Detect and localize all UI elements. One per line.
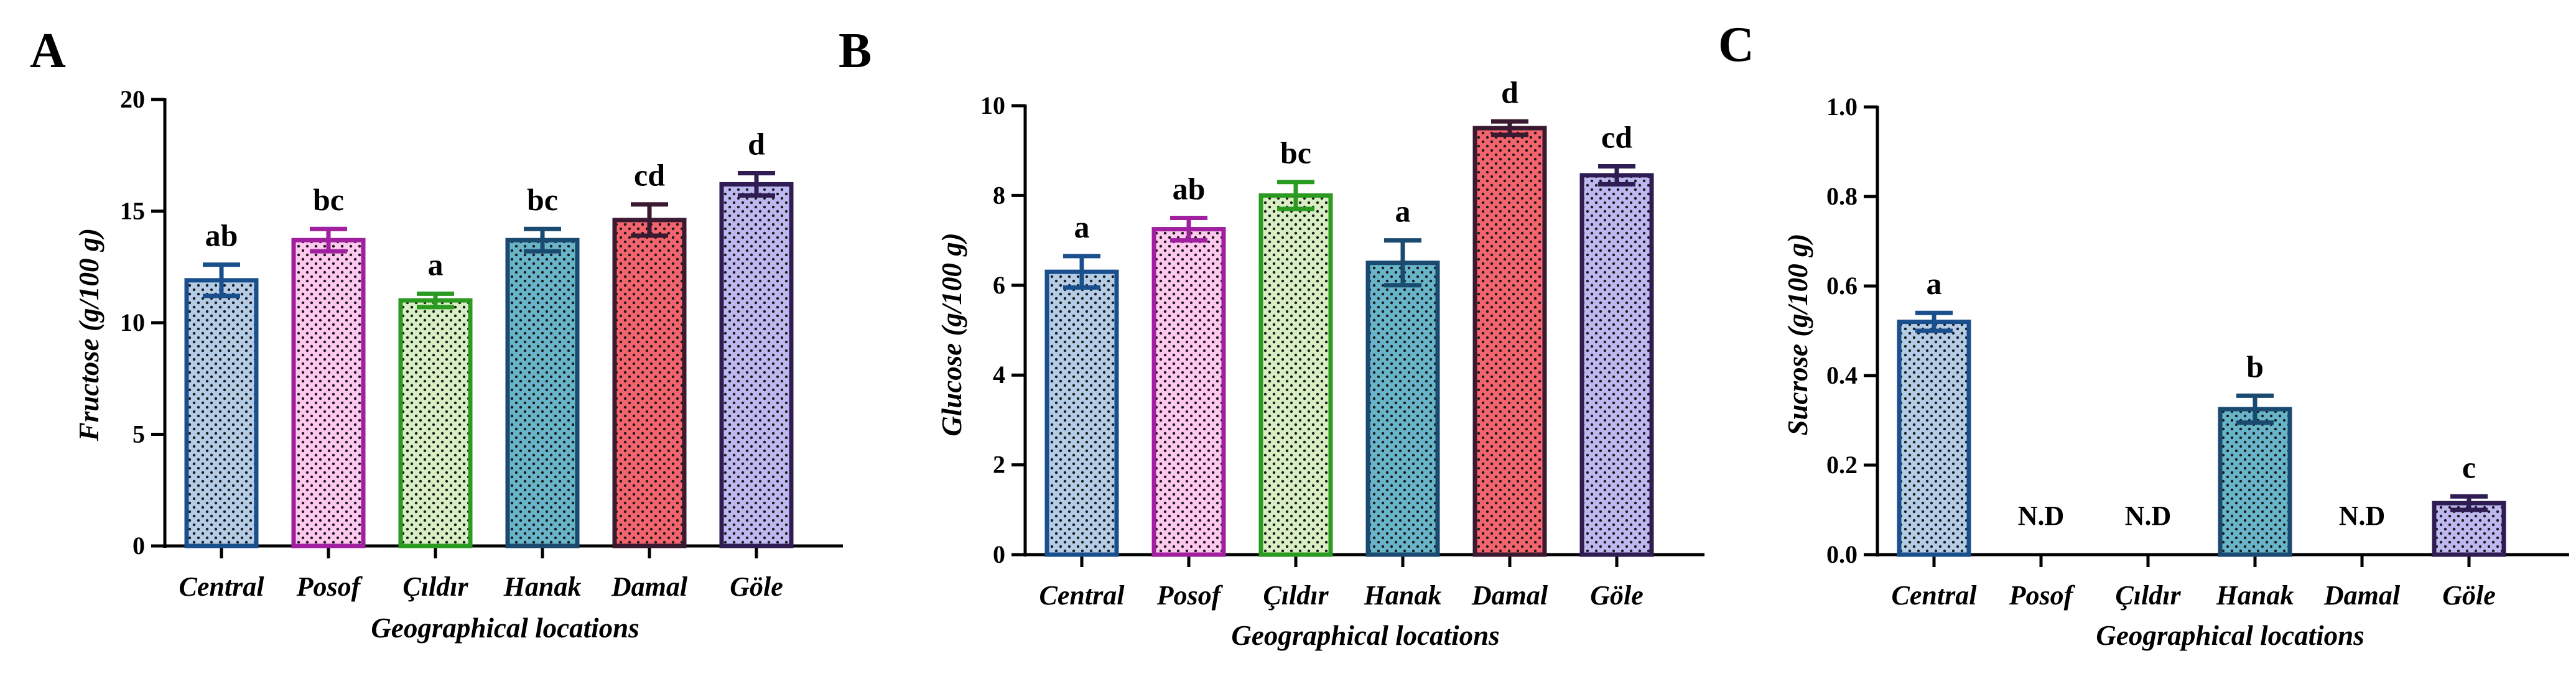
y-tick-label: 10 [120,308,145,336]
bar-pattern [615,219,684,546]
plot-area: 0.0 0.2 0.4 0.6 0.8 1.0 Central a Posof N.D Çıldır… [1826,93,2569,611]
significance-label: b [2246,349,2264,384]
significance-label: a [428,247,444,282]
x-tick-label: Damal [611,571,688,602]
y-tick-label: 0.0 [1826,540,1858,568]
y-axis-label: Sucrose (g/100 g) [1782,234,1813,436]
x-tick-label: Central [179,571,265,602]
x-tick-label: Çıldır [2115,580,2181,611]
y-tick-label: 20 [120,85,145,113]
x-tick-label: Posof [2009,580,2076,611]
x-tick-label: Göle [730,571,783,602]
significance-label: cd [1601,119,1632,154]
x-tick-label: Damal [2323,580,2401,611]
significance-label: d [748,126,765,161]
significance-label: bc [1280,136,1311,170]
y-tick-label: 8 [993,181,1005,209]
y-tick-label: 2 [993,451,1005,479]
y-tick-label: 15 [120,197,145,225]
bar-pattern [1582,175,1652,555]
y-tick-label: 1.0 [1826,93,1858,121]
significance-label: a [1395,194,1411,229]
y-tick-label: 4 [993,361,1005,389]
x-tick-label: Damal [1471,580,1548,611]
y-tick-label: 0.4 [1826,361,1858,389]
panel-letter: A [30,24,66,78]
panel-b: B Glucose (g/100 g) Geographical locatio… [839,24,1704,651]
x-tick-label: Posof [296,571,363,602]
nd-label: N.D [2018,501,2065,531]
significance-label: c [2462,450,2476,484]
bar-pattern [294,240,363,546]
x-tick-label: Çıldır [1263,580,1329,611]
y-tick-label: 5 [133,420,145,448]
x-tick-label: Çıldır [402,571,468,602]
x-axis-label: Geographical locations [1231,620,1499,651]
y-tick-label: 0.8 [1826,182,1858,210]
panel-c: C Sucrose (g/100 g) Geographical locatio… [1718,17,2569,651]
y-axis-label: Fructose (g/100 g) [73,228,105,442]
bar-pattern [1154,229,1224,555]
y-tick-label: 0 [993,540,1005,568]
x-tick-label: Central [1892,580,1978,611]
x-tick-label: Göle [2442,580,2496,611]
x-tick-label: Hanak [1364,580,1442,611]
significance-label: cd [634,158,665,193]
x-tick-label: Hanak [503,571,582,602]
y-tick-label: 6 [993,271,1005,299]
bar-pattern [722,184,791,546]
bar-pattern [1899,321,1969,555]
significance-label: a [1074,210,1090,244]
x-tick-label: Göle [1590,580,1644,611]
x-axis-label: Geographical locations [371,612,639,644]
bar-pattern [187,280,256,546]
significance-label: bc [527,182,558,217]
bar-pattern [2220,409,2290,555]
x-tick-label: Posof [1156,580,1224,611]
plot-area: 0 2 4 6 8 10 Central a Posof ab Çıldır bc Hanak a Dama… [980,75,1704,611]
significance-label: bc [313,182,344,217]
x-tick-label: Central [1039,580,1125,611]
x-axis-label: Geographical locations [2096,620,2364,651]
plot-area: 0 5 10 15 20 Central ab Posof bc Çıldır a Hanak bc Da… [120,85,843,602]
bar-pattern [1475,128,1545,555]
significance-label: ab [1173,172,1206,206]
significance-label: a [1927,266,1942,301]
significance-label: ab [205,218,238,253]
y-tick-label: 10 [980,91,1005,119]
bar-pattern [508,240,577,546]
bar-pattern [1261,195,1331,555]
panel-a: A Fructose (g/100 g) Geographical locati… [30,24,843,644]
bar-pattern [401,300,470,546]
panel-letter: C [1718,17,1754,72]
bar-pattern [1047,272,1117,555]
significance-label: d [1501,75,1518,109]
bar-pattern [1368,262,1438,555]
x-tick-label: Hanak [2216,580,2294,611]
y-tick-label: 0 [133,532,145,560]
y-axis-label: Glucose (g/100 g) [936,233,967,436]
panel-letter: B [839,24,872,78]
y-tick-label: 0.6 [1826,272,1858,300]
nd-label: N.D [2125,501,2172,531]
nd-label: N.D [2339,501,2386,531]
y-tick-label: 0.2 [1826,451,1858,479]
